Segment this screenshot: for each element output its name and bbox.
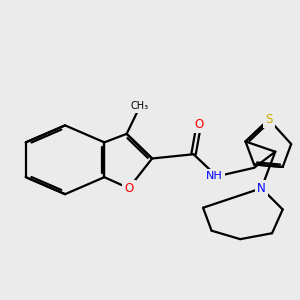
Text: O: O bbox=[124, 182, 134, 195]
Text: S: S bbox=[265, 113, 273, 126]
Text: CH₃: CH₃ bbox=[130, 101, 148, 111]
Text: O: O bbox=[194, 118, 203, 131]
Text: N: N bbox=[257, 182, 266, 195]
Text: NH: NH bbox=[206, 171, 223, 181]
